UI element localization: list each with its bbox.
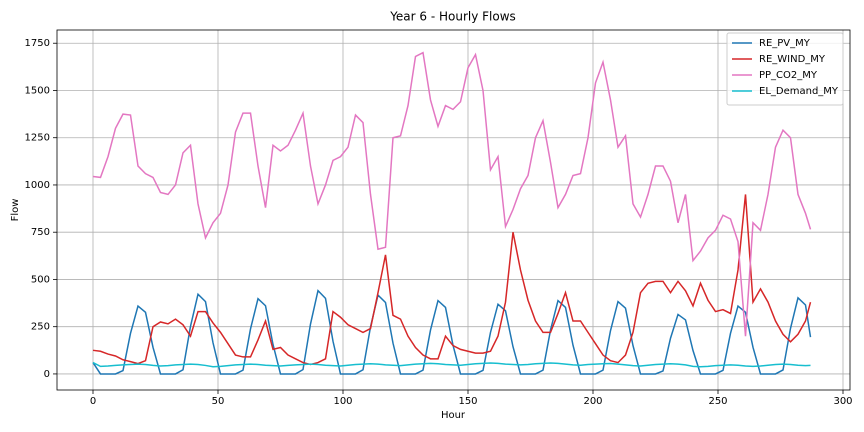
x-tick-label: 100 xyxy=(333,396,352,407)
x-tick-label: 50 xyxy=(212,396,225,407)
legend-label: EL_Demand_MY xyxy=(759,86,839,97)
legend-label: RE_PV_MY xyxy=(759,38,811,49)
series-line xyxy=(92,51,812,337)
y-tick-label: 250 xyxy=(31,322,50,333)
x-tick-label: 150 xyxy=(458,396,477,407)
y-tick-label: 1750 xyxy=(25,38,50,49)
legend-label: PP_CO2_MY xyxy=(759,70,818,81)
series-line xyxy=(92,361,811,368)
lines xyxy=(92,51,812,375)
legend-label: RE_WIND_MY xyxy=(759,54,826,65)
chart-title: Year 6 - Hourly Flows xyxy=(389,10,516,24)
grid: 0 50 100 150 200 250 300 0 250 500 750 1000 1250 1500… xyxy=(25,30,853,407)
plot-frame xyxy=(56,29,851,391)
x-axis-label: Hour xyxy=(441,410,466,421)
y-tick-label: 1500 xyxy=(25,85,50,96)
legend-box xyxy=(726,32,844,106)
y-tick-label: 1250 xyxy=(25,133,50,144)
y-tick-label: 0 xyxy=(44,369,50,380)
series-line xyxy=(92,194,812,366)
legend: RE_PV_MY RE_WIND_MY PP_CO2_MY EL_Demand_MY xyxy=(726,32,844,106)
x-tick-label: 300 xyxy=(833,396,852,407)
x-tick-label: 200 xyxy=(583,396,602,407)
y-tick-label: 500 xyxy=(31,274,50,285)
y-tick-label: 1000 xyxy=(25,180,50,191)
y-tick-label: 750 xyxy=(31,227,50,238)
x-tick-label: 0 xyxy=(90,396,96,407)
x-tick-label: 250 xyxy=(708,396,727,407)
y-axis-label: Flow xyxy=(10,199,21,222)
